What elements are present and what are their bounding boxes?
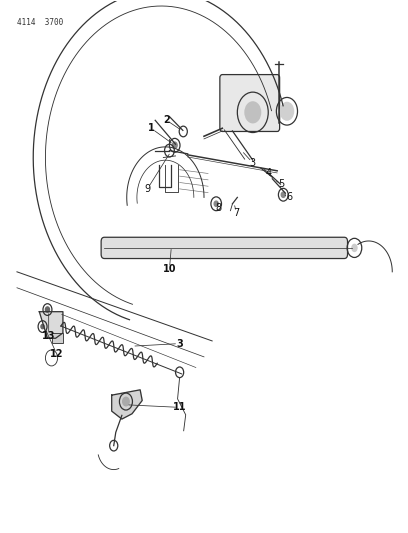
Text: 5: 5: [278, 179, 284, 189]
Text: 6: 6: [286, 192, 293, 203]
Bar: [51, 333, 63, 343]
Circle shape: [244, 101, 261, 124]
FancyBboxPatch shape: [220, 75, 279, 132]
Circle shape: [214, 201, 218, 206]
Text: 4: 4: [266, 168, 272, 179]
Circle shape: [123, 397, 129, 406]
Polygon shape: [39, 312, 63, 338]
Text: 9: 9: [144, 184, 150, 195]
Text: 3: 3: [176, 338, 183, 349]
Circle shape: [281, 192, 285, 197]
Text: 3: 3: [250, 158, 256, 168]
Text: 8: 8: [215, 203, 221, 213]
Text: 4114  3700: 4114 3700: [17, 18, 63, 27]
Text: 10: 10: [163, 264, 176, 274]
Text: 13: 13: [42, 330, 55, 341]
Circle shape: [45, 307, 49, 312]
Text: 12: 12: [50, 349, 64, 359]
FancyBboxPatch shape: [101, 237, 348, 259]
Text: 7: 7: [233, 208, 239, 219]
Circle shape: [351, 244, 358, 252]
Polygon shape: [112, 390, 142, 419]
Text: 2: 2: [163, 115, 170, 125]
Circle shape: [279, 102, 294, 121]
Text: 1: 1: [148, 123, 155, 133]
Circle shape: [172, 142, 177, 149]
Circle shape: [41, 325, 44, 329]
Text: 11: 11: [173, 402, 186, 413]
